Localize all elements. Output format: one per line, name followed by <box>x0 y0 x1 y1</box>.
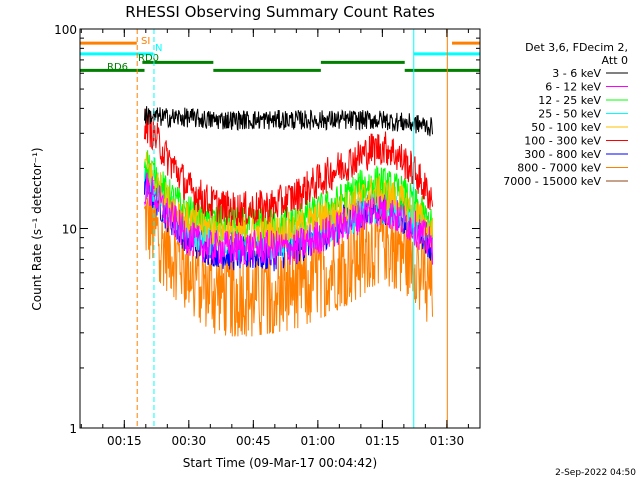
date-stamp: 2-Sep-2022 04:50 <box>555 468 636 478</box>
legend-header-line-1: Att 0 <box>602 54 628 67</box>
y-tick-label-1: 10 <box>62 223 77 237</box>
legend-label-2: 12 - 25 keV <box>538 94 601 107</box>
state-bar-label-n: N <box>155 43 162 54</box>
chart-title: RHESSI Observing Summary Count Rates <box>125 3 435 21</box>
x-tick-label-4: 01:15 <box>365 434 400 448</box>
legend-label-0: 3 - 6 keV <box>552 67 601 80</box>
legend-header-line-0: Det 3,6, FDecim 2, <box>525 41 628 54</box>
y-tick-label-0: 1 <box>69 422 77 436</box>
state-bar-label-rd0: RD0 <box>138 53 159 64</box>
state-bar-label-rd6: RD6 <box>107 62 128 73</box>
x-tick-label-1: 00:30 <box>172 434 207 448</box>
axis-ticks: 1 10 100 00:15 00:30 00:45 01:00 01:15 01:30 <box>54 23 480 448</box>
x-tick-label-5: 01:30 <box>430 434 465 448</box>
state-bar-label-si: SI <box>141 36 150 47</box>
legend-label-1: 6 - 12 keV <box>545 81 601 94</box>
series-line-0 <box>144 106 433 137</box>
x-tick-label-2: 00:45 <box>236 434 271 448</box>
y-axis-label: Count Rate (s⁻¹ detector⁻¹) <box>30 147 44 310</box>
y-tick-label-2: 100 <box>54 23 77 37</box>
x-tick-label-0: 00:15 <box>107 434 142 448</box>
x-tick-label-3: 01:00 <box>301 434 336 448</box>
legend-label-5: 100 - 300 keV <box>524 135 601 148</box>
legend-label-7: 800 - 7000 keV <box>517 162 601 175</box>
x-axis-label: Start Time (09-Mar-17 00:04:42) <box>183 456 377 470</box>
legend-label-6: 300 - 800 keV <box>524 148 601 161</box>
series-line-7 <box>144 187 433 337</box>
series-line-5 <box>144 108 433 227</box>
series-line-1 <box>144 172 433 266</box>
legend-label-4: 50 - 100 keV <box>531 121 601 134</box>
legend-label-3: 25 - 50 keV <box>538 108 601 121</box>
legend-label-8: 7000 - 15000 keV <box>503 175 601 188</box>
data-series <box>144 106 433 337</box>
